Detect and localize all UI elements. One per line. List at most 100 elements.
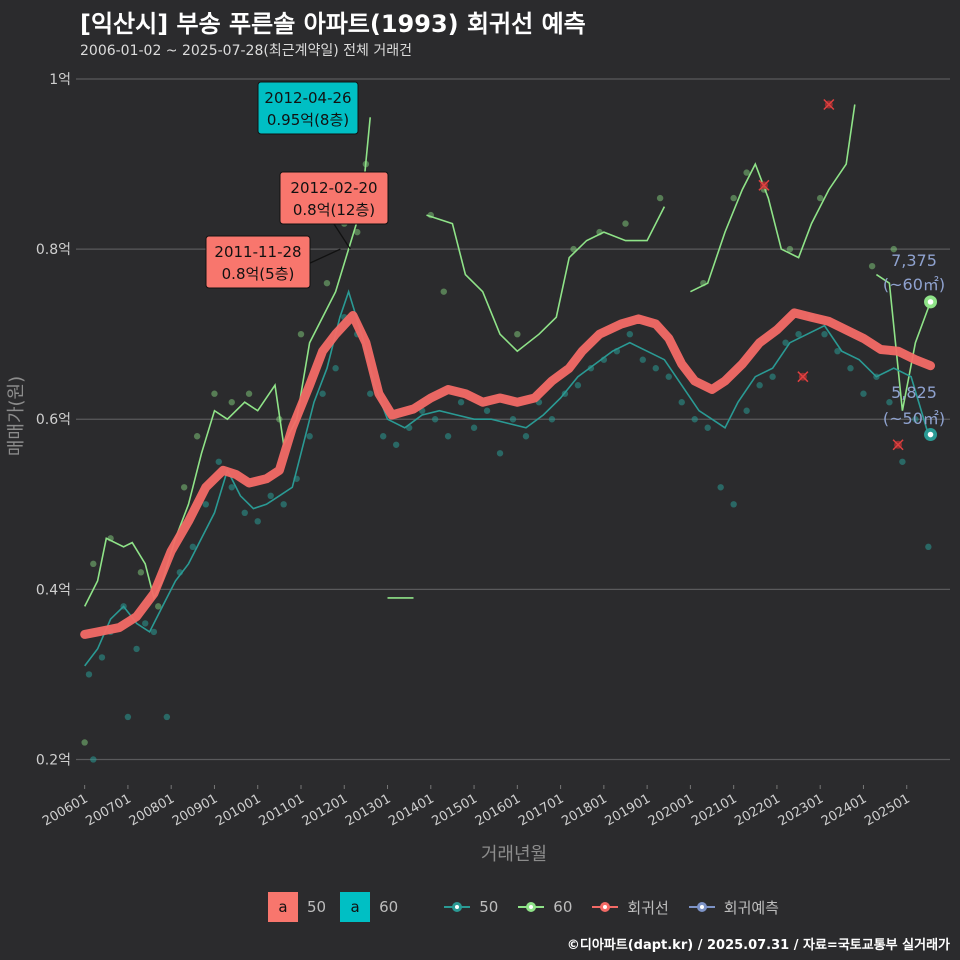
scatter-point-50: [379, 433, 387, 440]
scatter-point-50: [678, 399, 685, 406]
scatter-point-60: [180, 484, 188, 491]
scatter-point-60: [228, 399, 235, 406]
y-tick-label: 1억: [49, 72, 71, 88]
x-tick-label: 202001: [646, 791, 696, 829]
scatter-point-50: [392, 441, 400, 448]
scatter-point-50: [522, 433, 530, 440]
forecast-area: (~60㎡): [883, 275, 945, 294]
x-tick-label: 200801: [127, 791, 177, 829]
scatter-point-50: [85, 671, 93, 678]
scatter-point-60: [868, 262, 876, 270]
scatter-point-50: [124, 713, 132, 721]
forecast-value: 7,375: [891, 251, 937, 270]
annotation-leader: [333, 223, 351, 250]
scatter-point-50: [509, 416, 517, 423]
legend-line-key-forecast: [688, 902, 715, 912]
scatter-point-50: [215, 458, 222, 465]
scatter-point-60: [656, 194, 664, 202]
legend-line-label-60: 60: [553, 898, 573, 916]
scatter-point-50: [142, 620, 149, 627]
scatter-point-50: [912, 416, 919, 423]
legend-fill-glyph: a: [350, 898, 360, 916]
scatter-point-50: [782, 339, 789, 346]
annotation-date: 2012-04-26: [264, 89, 351, 107]
scatter-point-50: [886, 399, 893, 406]
legend-line-label-forecast: 회귀예측: [723, 898, 779, 917]
x-tick-label: 201001: [213, 791, 263, 829]
scatter-point-50: [280, 501, 287, 508]
x-tick-label: 201601: [473, 791, 523, 829]
scatter-point-60: [211, 390, 218, 397]
annotation-box: [205, 235, 311, 289]
x-tick-label: 201401: [386, 791, 436, 829]
scatter-point-50: [319, 390, 326, 397]
scatter-point-50: [241, 509, 248, 517]
scatter-point-50: [254, 518, 261, 525]
legend-line-label-50: 50: [479, 898, 499, 916]
legend-line-key-50: [444, 902, 471, 912]
x-tick-label: 201901: [603, 791, 653, 829]
y-axis-ticks: 0.2억 0.4억 0.6억 0.8억 1억: [36, 72, 71, 768]
outlier-cross: [758, 179, 770, 191]
forecast-value: 5,825: [891, 383, 937, 402]
annotation-date: 2011-11-28: [214, 243, 301, 261]
series-lines: [80, 104, 935, 667]
x-axis-ticks: 2006012007012008012009012010012011012012…: [40, 785, 913, 829]
scatter-point-50: [795, 330, 802, 338]
scatter-point-50: [163, 713, 171, 721]
scatter-point-60: [890, 245, 897, 253]
scatter-point-60: [297, 330, 305, 338]
x-tick-label: 201501: [430, 791, 480, 829]
series-line-50: [84, 289, 930, 667]
legend-fill-key-60: a: [340, 892, 371, 922]
scatter-point-60: [81, 739, 88, 746]
x-tick-label: 200701: [83, 791, 133, 829]
x-tick-label: 201801: [559, 791, 609, 829]
y-tick-label: 0.8억: [36, 242, 71, 258]
x-tick-label: 201301: [343, 791, 393, 829]
scatter-point-60: [622, 220, 629, 227]
annotation-value: 0.8억(5층): [222, 265, 295, 283]
scatter-point-50: [306, 433, 313, 440]
scatter-point-50: [743, 407, 750, 414]
outlier-cross: [823, 98, 835, 111]
scatter-point-60: [514, 330, 521, 338]
scatter-point-60: [90, 560, 97, 568]
scatter-point-60: [354, 228, 361, 236]
footer-credit: ©디아파트(dapt.kr) / 2025.07.31 / 자료=국토교통부 실…: [566, 938, 950, 953]
legend: a 50 a 60 50 60 회귀선 회귀예측: [268, 892, 793, 922]
x-tick-label: 202101: [689, 791, 739, 829]
x-axis-label: 거래년월: [481, 844, 547, 865]
annotation-value: 0.95억(8층): [267, 111, 349, 129]
outlier-cross: [797, 371, 809, 383]
x-tick-label: 200601: [40, 791, 90, 829]
y-tick-label: 0.4억: [36, 582, 71, 598]
x-tick-label: 200901: [170, 791, 220, 829]
regression-line: [80, 308, 935, 639]
scatter-point-50: [150, 628, 158, 636]
x-tick-label: 201101: [257, 791, 307, 829]
scatter-point-50: [639, 356, 647, 363]
annotation-box: [279, 171, 389, 225]
scatter-point-60: [786, 245, 794, 253]
scatter-point-50: [90, 756, 97, 763]
scatter-point-50: [860, 390, 867, 397]
legend-line-key-60: [518, 902, 545, 912]
scatter-point-50: [717, 484, 724, 491]
legend-line-label-regression: 회귀선: [627, 898, 669, 917]
y-tick-label: 0.2억: [36, 752, 71, 768]
scatter-point-50: [704, 424, 711, 431]
scatter-point-50: [189, 543, 197, 551]
scatter-point-50: [756, 382, 763, 389]
scatter-point-50: [769, 373, 776, 380]
x-tick-label: 202201: [732, 791, 782, 829]
x-tick-label: 202301: [776, 791, 826, 829]
scatter-point-50: [133, 645, 140, 653]
scatter-point-50: [548, 416, 556, 423]
annotation-leader: [307, 248, 341, 265]
annotations: 2012-04-26 0.95억(8층) 2012-02-20 0.8억(12층) 20…: [205, 81, 389, 289]
legend-fill-glyph: a: [278, 898, 288, 916]
annotation-value: 0.8억(12층): [293, 201, 375, 219]
legend-fill-label-60: 60: [379, 898, 399, 916]
